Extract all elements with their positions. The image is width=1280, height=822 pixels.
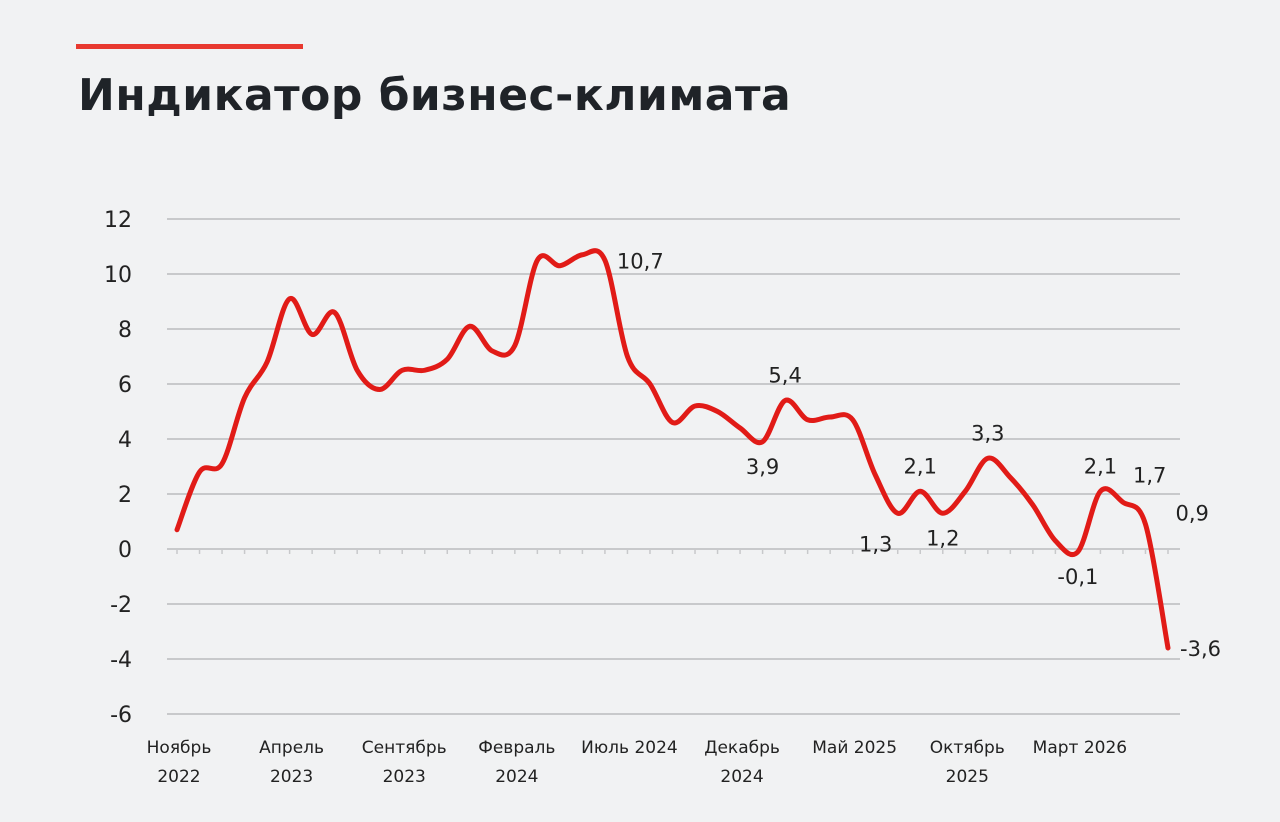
data-label: -0,1 bbox=[1057, 565, 1098, 589]
chart-title: Индикатор бизнес-климата bbox=[78, 70, 792, 121]
x-axis-tick-labels: Ноябрь 2022 Апрель 2023 Сентябрь 2023 Февраль 2… bbox=[147, 738, 1127, 787]
x-tick-label-year: 2025 bbox=[946, 767, 989, 787]
data-label: 1,3 bbox=[859, 532, 892, 556]
accent-bar bbox=[76, 44, 303, 49]
y-tick-label: 2 bbox=[118, 483, 132, 508]
y-tick-label: -6 bbox=[110, 703, 132, 728]
y-tick-label: 8 bbox=[118, 318, 132, 343]
x-tick-label: Апрель bbox=[259, 738, 324, 758]
data-label: 0,9 bbox=[1175, 501, 1208, 525]
series-line bbox=[174, 248, 1171, 651]
x-tick-label: Июль 2024 bbox=[581, 738, 678, 758]
data-label: 3,3 bbox=[971, 421, 1004, 445]
y-axis-tick-labels: 12 10 8 6 4 2 0 -2 -4 -6 bbox=[104, 208, 132, 728]
x-tick-label: Декабрь bbox=[704, 738, 780, 758]
y-tick-label: -2 bbox=[110, 593, 132, 618]
x-tick-label: Март 2026 bbox=[1033, 738, 1127, 758]
x-axis-ticks bbox=[176, 549, 1169, 554]
data-label: 5,4 bbox=[768, 364, 801, 388]
x-tick-label-year: 2024 bbox=[495, 767, 538, 787]
data-label: 3,9 bbox=[746, 455, 779, 479]
y-tick-label: 10 bbox=[104, 263, 132, 288]
x-tick-label: Октябрь bbox=[930, 738, 1005, 758]
data-label: -3,6 bbox=[1180, 637, 1221, 661]
x-tick-label-year: 2023 bbox=[270, 767, 313, 787]
y-tick-label: -4 bbox=[110, 648, 132, 673]
data-label: 10,7 bbox=[617, 249, 664, 273]
x-tick-label: Ноябрь bbox=[147, 738, 212, 758]
grid-lines bbox=[167, 218, 1180, 715]
x-tick-label-year: 2022 bbox=[157, 767, 200, 787]
x-tick-label-year: 2024 bbox=[720, 767, 763, 787]
x-tick-label: Май 2025 bbox=[812, 738, 897, 758]
y-tick-label: 4 bbox=[118, 428, 132, 453]
data-label: 2,1 bbox=[1084, 454, 1117, 478]
x-tick-label: Сентябрь bbox=[362, 738, 447, 758]
y-tick-label: 0 bbox=[118, 538, 132, 563]
x-tick-label-year: 2023 bbox=[383, 767, 426, 787]
y-tick-label: 12 bbox=[104, 208, 132, 233]
data-label: 2,1 bbox=[904, 454, 937, 478]
x-tick-label: Февраль bbox=[478, 738, 555, 758]
data-labels: 10,7 3,9 5,4 1,3 2,1 1,2 3,3 -0,1 2,1 1,7 0,9 -3,6 bbox=[617, 249, 1221, 661]
data-label: 1,2 bbox=[926, 526, 959, 550]
data-label: 1,7 bbox=[1133, 463, 1166, 487]
series-layer bbox=[174, 248, 1171, 651]
y-tick-label: 6 bbox=[118, 373, 132, 398]
